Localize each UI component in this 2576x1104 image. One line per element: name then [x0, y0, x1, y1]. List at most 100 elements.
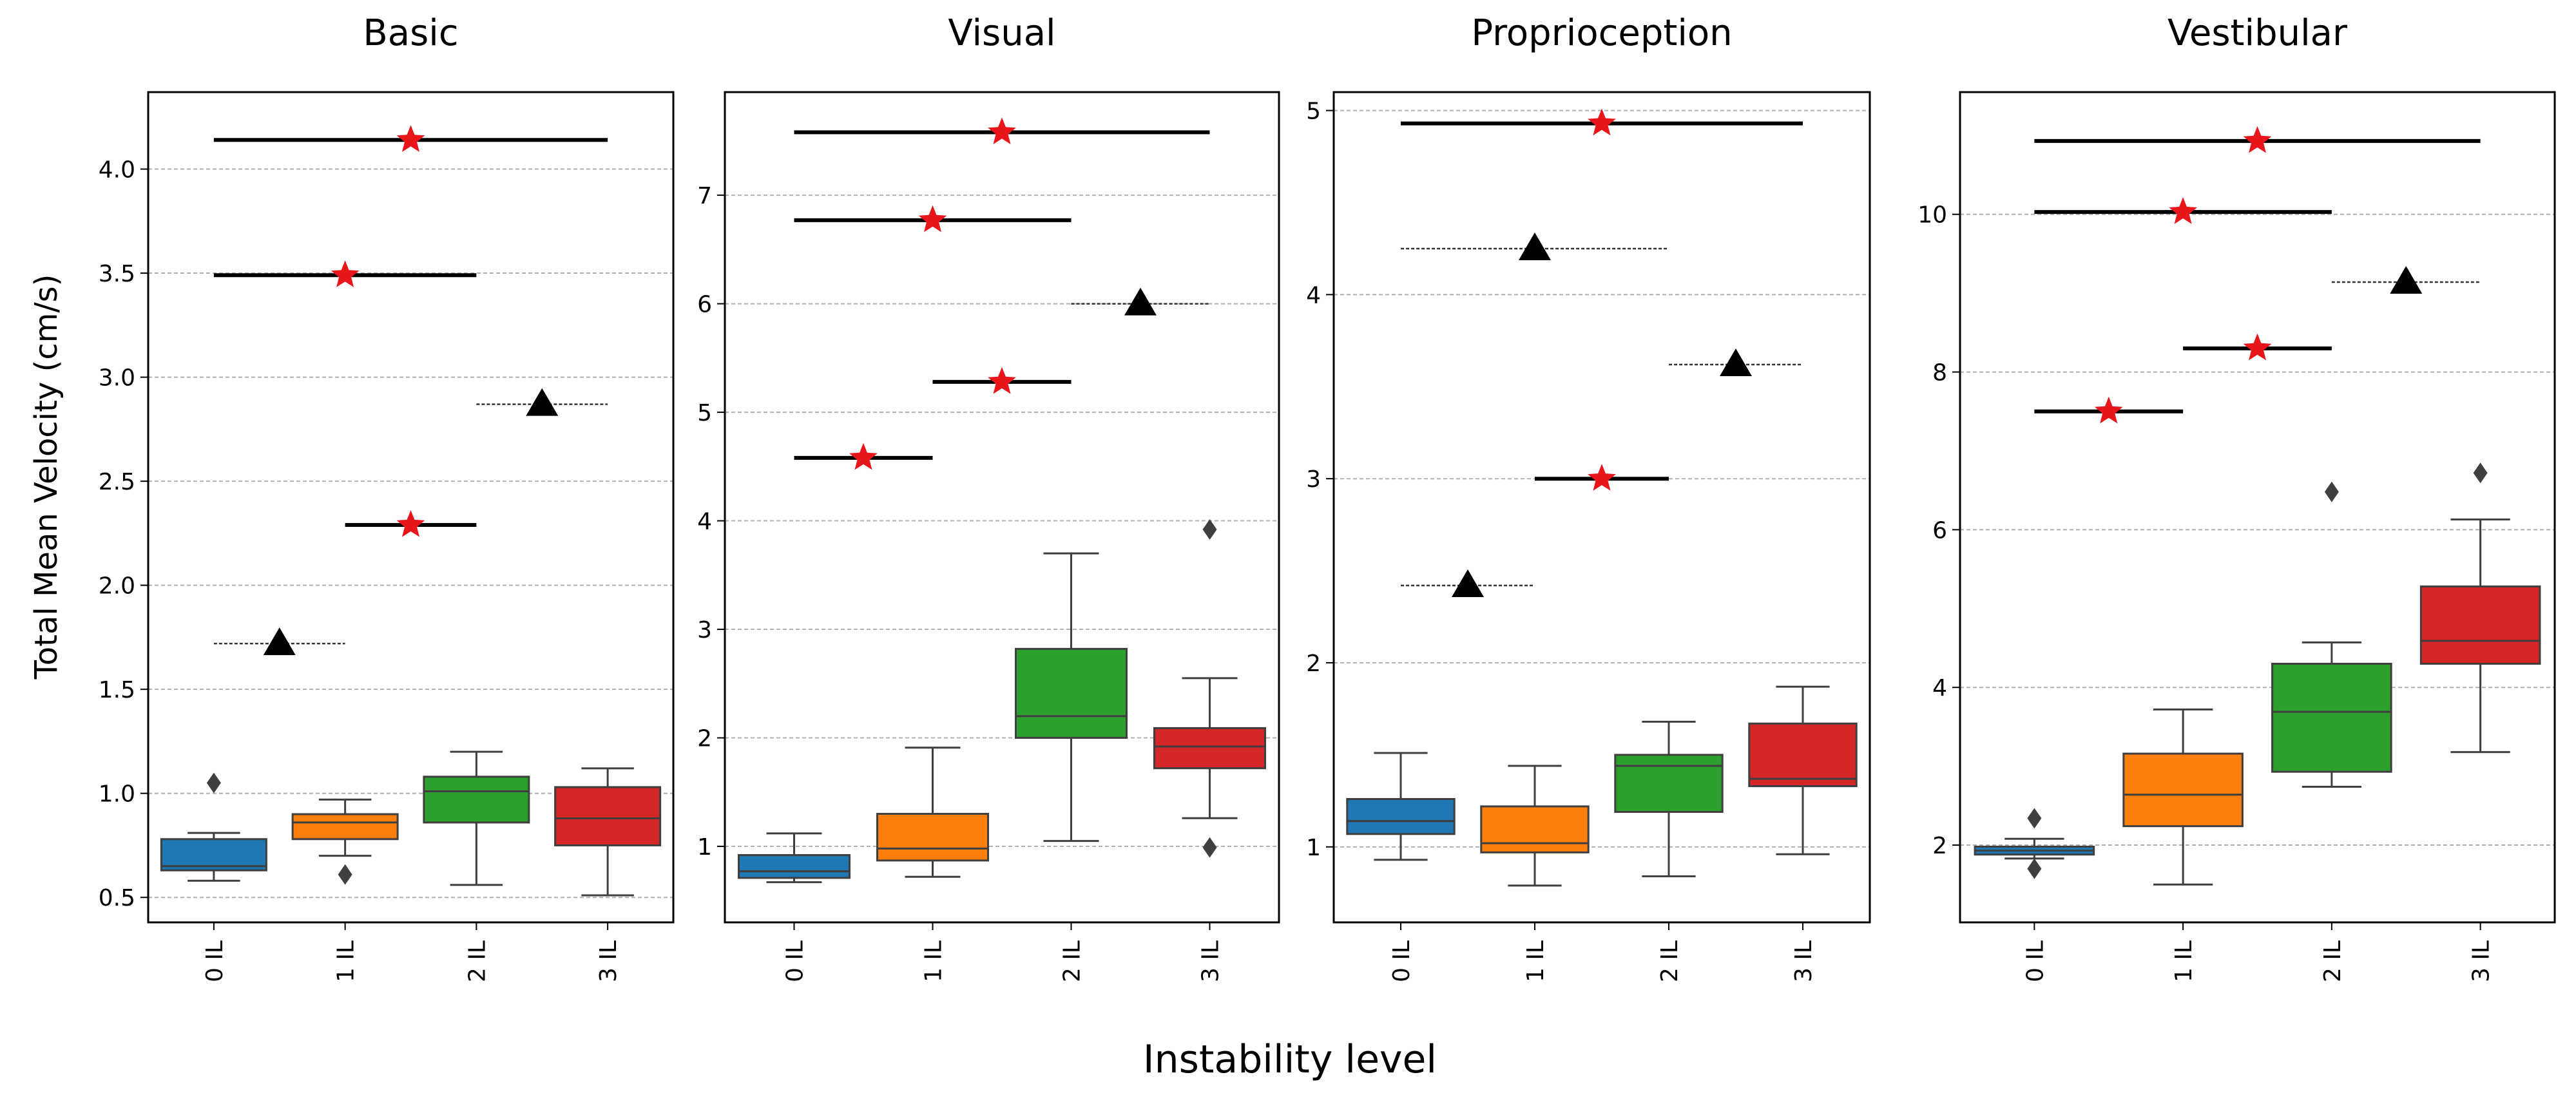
box-iqr — [2122, 752, 2244, 828]
x-tick-label: 0 IL — [1389, 940, 1415, 982]
comparison-2-3 — [476, 388, 608, 416]
x-tick-label: 1 IL — [1523, 940, 1549, 982]
box-iqr — [876, 813, 989, 862]
x-tick-label: 1 IL — [921, 940, 947, 982]
star-marker — [2243, 333, 2272, 361]
box-iqr — [1015, 647, 1128, 739]
axes-frame — [1332, 91, 1871, 924]
y-tick-label: 3.0 — [99, 365, 135, 392]
box-1-il — [291, 798, 399, 885]
comparison-1-2 — [1535, 464, 1669, 491]
comparison-2-3 — [1071, 287, 1210, 316]
comparison-0-1 — [1401, 569, 1535, 597]
star-marker — [396, 510, 425, 537]
y-tick-label: 5 — [1306, 99, 1321, 125]
panel-proprioception: Proprioception 1 2 3 4 5 0 IL 1 IL 2 IL 3 IL — [1306, 12, 1871, 982]
star-marker — [849, 443, 878, 470]
box-3-il — [554, 767, 662, 897]
y-tick-label: 4.0 — [99, 157, 135, 184]
x-tick-label: 0 IL — [2022, 940, 2048, 982]
comparison-0-3 — [2034, 126, 2481, 153]
box-iqr — [160, 838, 267, 871]
box-0-il — [1974, 808, 2095, 879]
y-axis-label: Total Mean Velocity (cm/s) — [28, 274, 64, 680]
comparison-1-2 — [345, 510, 477, 537]
box-3-il — [2419, 462, 2541, 754]
comparison-0-3 — [794, 117, 1210, 144]
box-iqr — [1346, 798, 1456, 835]
outlier-marker — [1202, 837, 1217, 858]
star-marker — [988, 117, 1016, 144]
outlier-marker — [2027, 808, 2042, 829]
x-axis-label: Instability level — [1143, 1037, 1437, 1082]
comparison-0-2 — [213, 260, 477, 287]
x-tick-label: 3 IL — [1198, 940, 1224, 982]
comparison-0-1 — [213, 627, 345, 656]
box-iqr — [738, 854, 851, 879]
box-iqr — [423, 776, 530, 824]
box-2-il — [1614, 720, 1724, 878]
triangle-marker — [1124, 287, 1157, 316]
box-1-il — [2122, 708, 2244, 886]
x-tick-label: 2 IL — [1059, 940, 1086, 982]
star-marker — [2169, 197, 2197, 224]
outlier-marker — [2027, 858, 2042, 879]
panel-basic: Basic 0.5 1.0 1.5 2.0 2.5 3.0 3.5 4.0 0 IL 1 IL 2 I… — [99, 12, 675, 982]
star-marker — [2243, 126, 2272, 153]
star-marker — [988, 366, 1016, 394]
comparison-2-3 — [1669, 348, 1803, 376]
triangle-marker — [1720, 348, 1752, 376]
star-marker — [2094, 396, 2123, 424]
comparison-0-1 — [2034, 396, 2184, 424]
y-tick-label: 3.5 — [99, 261, 135, 287]
comparison-1-2 — [932, 366, 1072, 394]
box-iqr — [1748, 722, 1858, 788]
x-tick-label: 3 IL — [595, 940, 622, 982]
box-1-il — [876, 747, 989, 878]
chart-panels: Basic 0.5 1.0 1.5 2.0 2.5 3.0 3.5 4.0 0 IL 1 IL 2 I… — [99, 12, 2556, 982]
outlier-marker — [1202, 519, 1217, 540]
triangle-marker — [1519, 232, 1551, 260]
box-2-il — [423, 750, 530, 886]
star-marker — [1588, 108, 1616, 136]
outlier-marker — [2324, 481, 2339, 502]
x-tick-label: 1 IL — [2171, 940, 2197, 982]
panel-title: Proprioception — [1471, 12, 1732, 54]
box-3-il — [1153, 519, 1266, 858]
x-tick-label: 3 IL — [2468, 940, 2495, 982]
comparison-0-2 — [1401, 232, 1669, 260]
y-tick-label: 2 — [1932, 833, 1947, 859]
panel-title: Visual — [948, 12, 1055, 54]
box-3-il — [1748, 685, 1858, 855]
panel-visual: Visual 1 2 3 4 5 6 7 0 IL 1 IL 2 IL 3 IL — [697, 12, 1280, 982]
y-tick-label: 5 — [697, 400, 712, 426]
x-tick-label: 0 IL — [202, 940, 228, 982]
x-tick-label: 2 IL — [2320, 940, 2346, 982]
outlier-marker — [338, 864, 352, 885]
comparison-2-3 — [2331, 266, 2481, 294]
x-tick-label: 3 IL — [1791, 940, 1817, 982]
panel-title: Vestibular — [2167, 12, 2348, 54]
star-marker — [918, 205, 947, 233]
x-tick-label: 2 IL — [464, 940, 490, 982]
panel-vestibular: Vestibular 2 4 6 8 10 0 IL 1 IL 2 IL 3 IL — [1918, 12, 2556, 982]
axes-frame — [1959, 91, 2556, 924]
box-iqr — [1614, 754, 1724, 814]
y-tick-label: 0.5 — [99, 885, 135, 911]
box-iqr — [2271, 662, 2392, 773]
box-iqr — [2419, 585, 2541, 665]
y-tick-label: 3 — [697, 617, 712, 643]
box-0-il — [1346, 752, 1456, 861]
comparison-0-1 — [794, 443, 933, 470]
box-iqr — [1480, 805, 1590, 853]
box-iqr — [554, 786, 662, 846]
y-tick-label: 4 — [1932, 675, 1947, 701]
star-marker — [396, 125, 425, 152]
axes-frame — [724, 91, 1280, 924]
x-tick-label: 1 IL — [333, 940, 360, 982]
outlier-marker — [2473, 462, 2488, 484]
box-iqr — [291, 813, 399, 841]
box-2-il — [1015, 552, 1128, 842]
comparison-0-2 — [2034, 197, 2332, 224]
